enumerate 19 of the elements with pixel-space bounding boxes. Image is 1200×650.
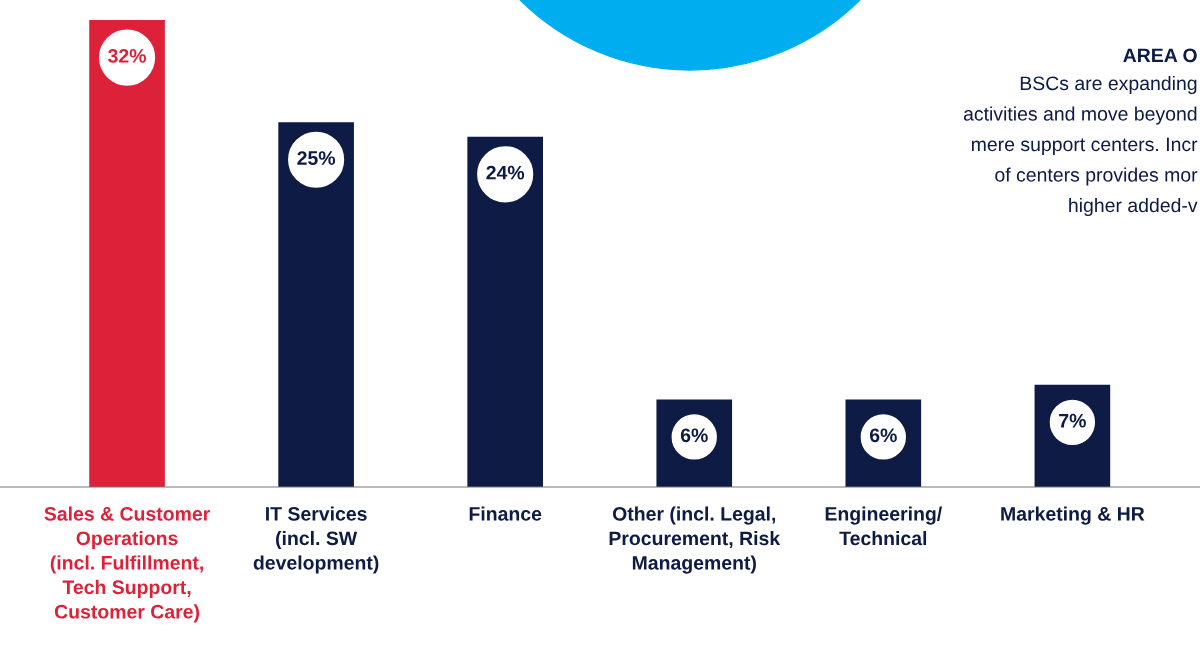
data-label: 7% — [1059, 413, 1086, 428]
bar — [89, 20, 165, 487]
annotation: mere support centers. Incr — [971, 137, 1198, 156]
data-label: 25% — [297, 151, 336, 165]
data-label: 24% — [486, 165, 525, 180]
data-label: 32% — [108, 49, 146, 63]
annotation: AREA O — [1123, 48, 1197, 63]
annotation: of centers provides mor — [995, 167, 1198, 186]
x-tick-label: IT Services (incl. SW development) — [253, 506, 379, 574]
x-tick-label: Engineering/ Technical — [825, 506, 943, 546]
annotation: activities and move beyond — [963, 106, 1197, 125]
annotation: BSCs are expanding — [1020, 75, 1197, 95]
x-tick-label: Marketing & HR — [1001, 506, 1145, 525]
data-label: 6% — [869, 428, 897, 443]
x-tick-label: Finance — [469, 506, 542, 521]
annotation: higher added-v — [1069, 197, 1198, 217]
x-tick-label: Other (incl. Legal, Procurement, Risk Management) — [609, 506, 781, 574]
data-label: 6% — [680, 428, 708, 443]
x-tick-label: Sales & Customer Operations (incl. Fulfillment, Tech Support, Customer Care) — [44, 506, 210, 623]
